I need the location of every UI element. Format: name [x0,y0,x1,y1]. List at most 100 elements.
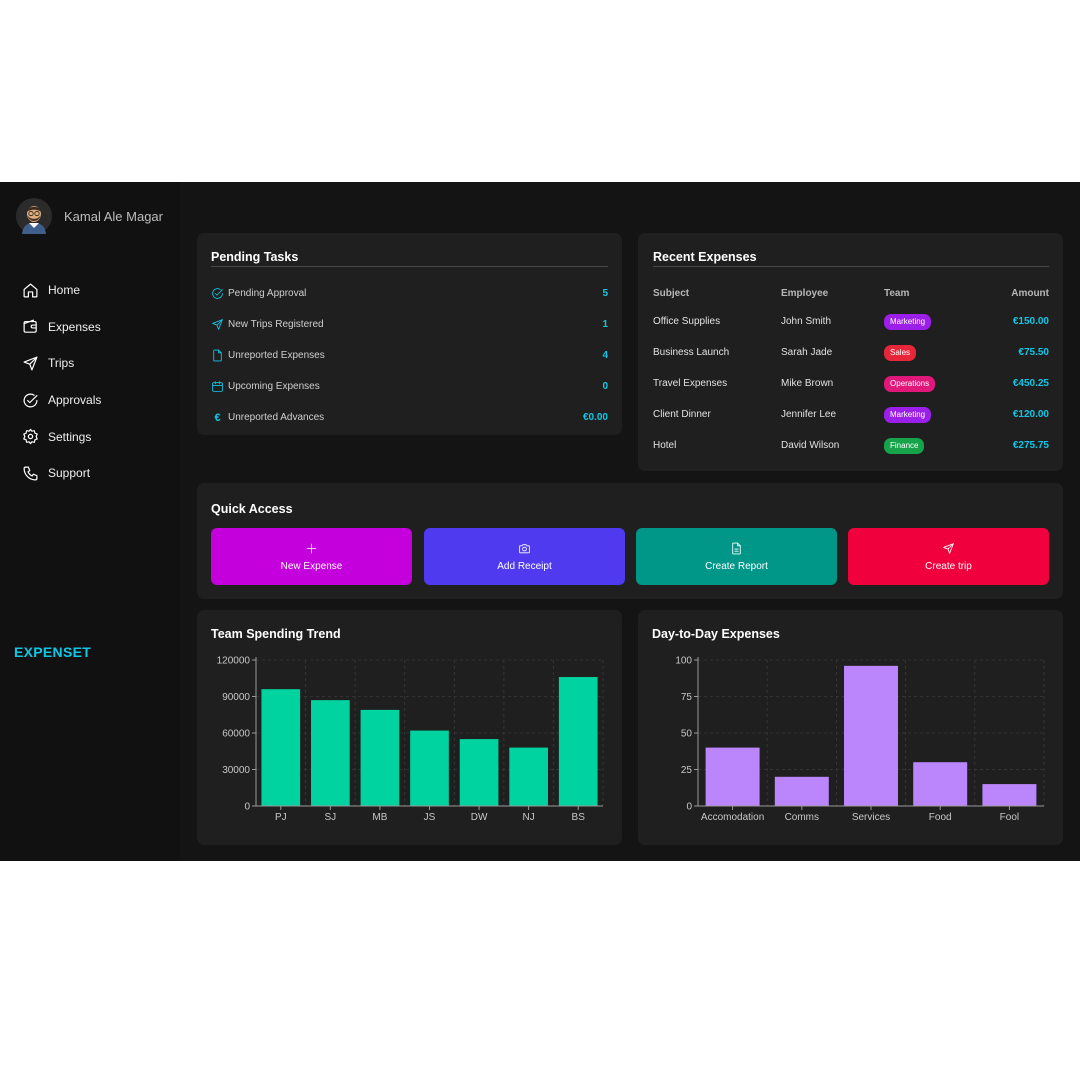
button-label: Create Report [705,560,768,572]
create-trip-button[interactable]: Create trip [848,528,1049,585]
pending-tasks-title: Pending Tasks [211,250,299,264]
team-badge: Operations [884,375,936,392]
add-receipt-button[interactable]: Add Receipt [424,528,625,585]
task-label: Unreported Advances [228,412,325,423]
phone-icon [23,466,38,481]
y-tick-label: 0 [686,802,692,813]
task-label: New Trips Registered [228,319,324,330]
task-upcoming-expenses[interactable]: Upcoming Expenses 0 [211,371,608,402]
cell-subject: Hotel [653,440,677,451]
y-tick-label: 60000 [222,729,250,740]
sidebar-item-home[interactable]: Home [22,272,101,309]
cell-team: Marketing [884,399,974,430]
sidebar-item-approvals[interactable]: Approvals [22,382,101,419]
wallet-icon [23,319,37,334]
x-tick-label: MB [372,812,387,823]
sidebar-item-label: Approvals [48,393,102,408]
button-label: Add Receipt [497,560,552,572]
task-label: Pending Approval [228,288,307,299]
task-new-trips[interactable]: New Trips Registered 1 [211,309,608,340]
x-tick-label: PJ [275,812,287,823]
sidebar-item-label: Home [48,283,81,298]
gear-icon [23,428,38,445]
x-tick-label: Accomodation [701,812,764,823]
create-report-button[interactable]: Create Report [636,528,837,585]
table-row[interactable]: Travel Expenses Mike Brown Operations €4… [653,368,1049,399]
chart-bar [558,677,598,806]
chart-bar [705,747,760,806]
column-header-subject[interactable]: Subject [653,287,690,299]
table-row[interactable]: Office Supplies John Smith Marketing €15… [653,306,1049,337]
cell-employee: Mike Brown [781,378,834,389]
cell-subject: Travel Expenses [653,378,728,389]
sidebar-item-trips[interactable]: Trips [22,345,101,382]
column-header-employee[interactable]: Employee [781,287,829,299]
new-expense-button[interactable]: New Expense [211,528,412,585]
cell-employee: Sarah Jade [781,347,833,358]
chart-bar [261,689,301,806]
table-row[interactable]: Hotel David Wilson Finance €275.75 [653,430,1049,461]
y-tick-label: 120000 [217,656,251,667]
cell-amount: €275.75 [1012,440,1049,451]
y-tick-label: 0 [244,802,250,813]
calendar-icon [212,381,223,392]
team-spending-trend-title: Team Spending Trend [211,627,341,641]
table-header-row: Subject Employee Team Amount [653,280,1049,306]
chart-bar [509,747,548,806]
x-tick-label: Food [929,812,952,823]
x-tick-label: Comms [785,812,819,823]
app-window: Kamal Ale Magar Home Expenses Trips Appr… [0,182,1080,861]
task-unreported-expenses[interactable]: Unreported Expenses 4 [211,340,608,371]
x-tick-label: BS [572,812,586,823]
sidebar-item-label: Trips [48,356,75,371]
y-tick-label: 90000 [222,692,250,703]
team-spending-trend-card: 0 30000 60000 90000 120000 PJ SJ MB JS DW NJ BS Tea… [197,610,622,845]
cell-amount: €75.50 [1018,347,1049,358]
recent-expenses-table: Subject Employee Team Amount Office Supp… [653,280,1049,461]
cell-amount: €120.00 [1012,409,1049,420]
cell-team: Sales [884,337,974,368]
pending-tasks-card: Pending Tasks Pending Approval 5 New Tri… [197,233,622,435]
chart-bar [360,709,400,806]
sidebar-item-settings[interactable]: Settings [22,418,101,455]
plane-icon [212,319,223,330]
divider [211,266,608,267]
sidebar-item-support[interactable]: Support [22,455,101,492]
column-header-amount[interactable]: Amount [1011,287,1049,299]
button-label: New Expense [280,560,343,572]
task-label: Unreported Expenses [228,350,325,361]
column-header-team[interactable]: Team [884,287,910,299]
cell-subject: Client Dinner [653,409,711,420]
cell-employee: Jennifer Lee [781,409,837,420]
day-to-day-expenses-chart: 0 25 50 75 100 Accomodation Comms Services Food F… [675,656,1045,823]
chart-bar [311,700,350,806]
x-tick-label: SJ [325,812,337,823]
y-tick-label: 25 [681,765,693,776]
sidebar-item-expenses[interactable]: Expenses [22,309,101,346]
cell-team: Finance [884,430,974,461]
table-row[interactable]: Client Dinner Jennifer Lee Marketing €12… [653,399,1049,430]
task-unreported-advances[interactable]: € Unreported Advances €0.00 [211,402,608,433]
sidebar-item-label: Expenses [48,319,101,334]
task-pending-approval[interactable]: Pending Approval 5 [211,278,608,309]
sidebar: Kamal Ale Magar Home Expenses Trips Appr… [0,182,180,861]
chart-bar [844,665,898,806]
camera-icon [519,543,530,553]
user-profile[interactable]: Kamal Ale Magar [16,198,163,234]
quick-access-card: Quick Access New Expense Add Receipt Cre… [197,483,1063,599]
chart-bar [774,776,829,806]
recent-expenses-card: Recent Expenses Subject Employee Team Am… [638,233,1063,471]
chart-bar [913,762,968,806]
table-row[interactable]: Business Launch Sarah Jade Sales €75.50 [653,337,1049,368]
document-icon [732,542,741,554]
team-badge: Marketing [884,313,932,330]
check-circle-icon [212,288,223,299]
x-tick-label: Services [852,812,890,823]
task-count: 4 [602,350,608,361]
plane-icon [943,542,954,554]
task-count: €0.00 [582,412,608,423]
divider [653,266,1049,267]
sidebar-nav: Home Expenses Trips Approvals Settings S… [22,272,101,492]
team-badge: Marketing [884,406,932,423]
plane-icon [23,356,38,371]
